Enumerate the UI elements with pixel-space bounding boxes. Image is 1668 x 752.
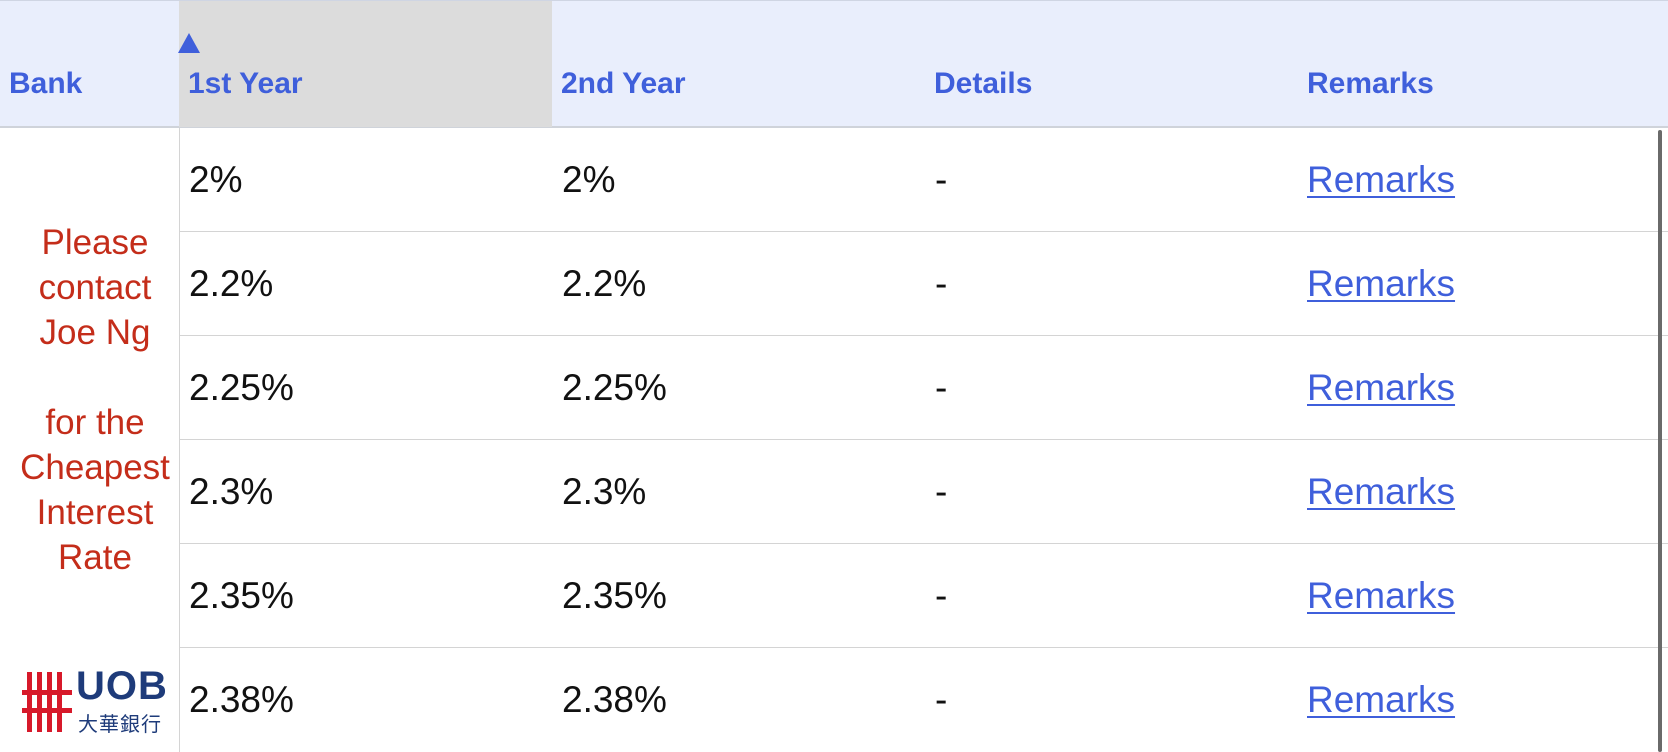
cell-second-year: 2.38% [562, 679, 667, 720]
uob-logo-text: UOB [76, 664, 168, 708]
header-second-year-label: 2nd Year [561, 67, 686, 100]
remarks-link[interactable]: Remarks [1307, 263, 1456, 304]
bank-merged-cell [0, 128, 179, 648]
cell-details: - [935, 679, 948, 720]
cell-details: - [935, 471, 948, 512]
table-row: 2.2% 2.2% - Remarks [0, 232, 1668, 336]
cell-details: - [935, 367, 948, 408]
uob-bars-icon [22, 672, 72, 732]
header-details[interactable]: Details [925, 1, 1298, 127]
cell-details: - [935, 159, 948, 200]
remarks-link[interactable]: Remarks [1307, 575, 1456, 616]
remarks-link[interactable]: Remarks [1307, 471, 1456, 512]
header-remarks-label: Remarks [1307, 67, 1434, 100]
cell-first-year: 2.35% [189, 575, 294, 616]
header-second-year[interactable]: 2nd Year [552, 1, 925, 127]
bank-column-divider [179, 128, 180, 752]
uob-logo-subtitle: 大華銀行 [78, 714, 162, 736]
cell-second-year: 2.35% [562, 575, 667, 616]
cell-second-year: 2.25% [562, 367, 667, 408]
cell-first-year: 2.25% [189, 367, 294, 408]
uob-bank-logo: UOB 大華銀行 [22, 664, 172, 736]
cell-first-year: 2.38% [189, 679, 294, 720]
cell-first-year: 2.3% [189, 471, 274, 512]
table-row: 2.38% 2.38% - Remarks [0, 648, 1668, 752]
remarks-link[interactable]: Remarks [1307, 679, 1456, 720]
cell-second-year: 2% [562, 159, 616, 200]
table-row: 2% 2% - Remarks [0, 128, 1668, 232]
promo-message: Please contact Joe Ng for the Cheapest I… [20, 223, 170, 577]
header-bank[interactable]: Bank [0, 1, 179, 127]
sort-up-triangle-icon[interactable] [178, 33, 200, 53]
cell-details: - [935, 575, 948, 616]
header-remarks[interactable]: Remarks [1298, 1, 1668, 127]
cell-second-year: 2.3% [562, 471, 647, 512]
cell-first-year: 2.2% [189, 263, 274, 304]
cell-second-year: 2.2% [562, 263, 647, 304]
table-header: Bank 1st Year 2nd Year Details Remarks [0, 0, 1668, 128]
vertical-scrollbar[interactable] [1658, 130, 1662, 752]
table-row: 2.35% 2.35% - Remarks [0, 544, 1668, 648]
table-row: 2.25% 2.25% - Remarks [0, 336, 1668, 440]
cell-details: - [935, 263, 948, 304]
table-row: 2.3% 2.3% - Remarks [0, 440, 1668, 544]
header-bank-label: Bank [9, 67, 83, 100]
header-details-label: Details [934, 67, 1033, 100]
header-first-year[interactable]: 1st Year [179, 1, 552, 127]
remarks-link[interactable]: Remarks [1307, 367, 1456, 408]
header-first-year-label: 1st Year [188, 67, 303, 100]
cell-first-year: 2% [189, 159, 243, 200]
remarks-link[interactable]: Remarks [1307, 159, 1456, 200]
